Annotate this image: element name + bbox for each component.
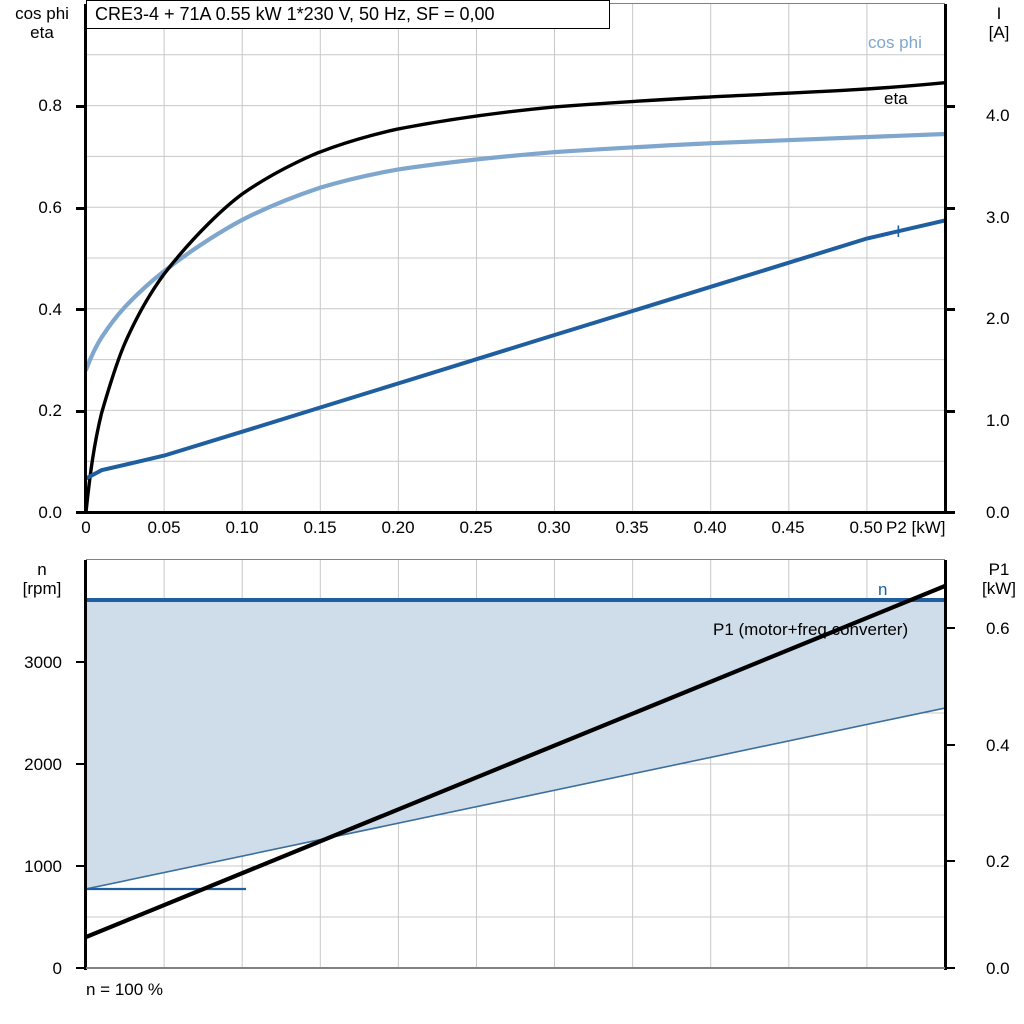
label-p1: P1 (motor+freq.converter) — [713, 620, 909, 639]
upper-left-axis-title: cos phi eta — [15, 4, 69, 42]
upper-xtick-3: 0.15 — [303, 518, 337, 537]
upper-tickmark-left-2 — [76, 308, 85, 311]
upper-tickmark-right-3 — [946, 207, 955, 210]
lower-tickmark-left-3 — [76, 661, 85, 663]
upper-left-spine — [84, 4, 87, 514]
lower-left-spine — [84, 560, 87, 970]
upper-y2tick-1: 1.0 — [986, 411, 1010, 430]
lower-y2tick-3: 0.6 — [986, 619, 1010, 638]
upper-plot-svg — [86, 4, 945, 512]
upper-tickmark-left-1 — [76, 410, 85, 413]
label-eta: eta — [884, 89, 908, 108]
lower-right-spine — [944, 560, 947, 970]
lower-tickmark-right-1 — [946, 860, 955, 862]
upper-tickmark-right-0 — [946, 511, 955, 514]
upper-y2tick-4: 4.0 — [986, 106, 1010, 125]
lower-tickmark-right-0 — [946, 967, 955, 969]
upper-xtick-10: 0.50 — [849, 518, 883, 537]
chart-title-box: CRE3-4 + 71A 0.55 kW 1*230 V, 50 Hz, SF … — [86, 0, 610, 29]
lower-ytick-0: 0 — [52, 959, 62, 978]
label-speed: n — [878, 580, 888, 599]
lower-tickmark-right-2 — [946, 744, 955, 746]
upper-bottom-axis — [84, 511, 948, 514]
curve-eta — [86, 81, 945, 512]
lower-left-axis-title: n [rpm] — [22, 560, 62, 598]
upper-y2tick-3: 3.0 — [986, 208, 1010, 227]
upper-gridlines-horizontal — [86, 54, 945, 462]
curve-p1 — [86, 583, 945, 940]
upper-y2tick-2: 2.0 — [986, 309, 1010, 328]
lower-tickmark-right-3 — [946, 627, 955, 629]
upper-right-axis-title: I [A] — [988, 4, 1010, 42]
lower-plot-area — [86, 560, 945, 968]
upper-ytick-4: 0.8 — [38, 96, 62, 115]
lower-tickmark-left-0 — [76, 967, 85, 969]
lower-bottom-axis — [86, 967, 945, 969]
lower-tickmark-left-1 — [76, 865, 85, 867]
upper-xtick-1: 0.05 — [147, 518, 181, 537]
upper-tickmark-left-3 — [76, 207, 85, 210]
upper-tickmark-left-4 — [76, 105, 85, 108]
upper-xtick-2: 0.10 — [225, 518, 259, 537]
upper-y2tick-0: 0.0 — [986, 503, 1010, 522]
band-lower-boundary — [86, 707, 945, 890]
lower-y2tick-1: 0.2 — [986, 852, 1010, 871]
lower-chart: n [rpm] P1 [kW] 0 1000 2000 3000 0.0 0.2… — [0, 552, 1024, 1024]
upper-x-axis-title: P2 [kW] — [886, 518, 946, 537]
curve-cos-phi — [86, 131, 945, 372]
upper-ytick-1: 0.2 — [38, 401, 62, 420]
upper-tickmark-right-2 — [946, 308, 955, 311]
upper-tickmark-right-4 — [946, 105, 955, 108]
upper-xtick-4: 0.20 — [381, 518, 415, 537]
footnote-speed-percentage: n = 100 % — [86, 980, 164, 999]
lower-tickmark-left-2 — [76, 763, 85, 765]
upper-ytick-3: 0.6 — [38, 198, 62, 217]
upper-xtick-6: 0.30 — [537, 518, 571, 537]
upper-ytick-0: 0.0 — [38, 503, 62, 522]
lower-plot-svg — [86, 560, 945, 968]
lower-y2tick-2: 0.4 — [986, 736, 1010, 755]
lower-right-axis-title: P1 [kW] — [982, 560, 1016, 598]
lower-y2tick-0: 0.0 — [986, 959, 1010, 978]
operating-band-fill — [86, 600, 945, 889]
upper-right-spine — [944, 4, 947, 514]
upper-chart: cos phi eta I [A] 0.0 0.2 0.4 0.6 0.8 0.… — [15, 0, 1010, 537]
upper-xtick-0: 0 — [81, 518, 91, 537]
upper-xtick-5: 0.25 — [459, 518, 493, 537]
upper-ytick-2: 0.4 — [38, 300, 62, 319]
upper-plot-area — [86, 4, 945, 512]
upper-tickmark-right-1 — [946, 410, 955, 413]
label-current: I — [896, 222, 901, 241]
curve-current — [86, 218, 945, 481]
lower-top-frame — [86, 559, 945, 560]
upper-xtick-8: 0.40 — [693, 518, 727, 537]
label-cos-phi: cos phi — [868, 33, 922, 52]
upper-xtick-7: 0.35 — [615, 518, 649, 537]
lower-ytick-2: 2000 — [24, 755, 62, 774]
lower-ytick-3: 3000 — [24, 653, 62, 672]
lower-ytick-1: 1000 — [24, 857, 62, 876]
upper-tickmark-left-0 — [76, 511, 85, 514]
upper-xtick-9: 0.45 — [771, 518, 805, 537]
